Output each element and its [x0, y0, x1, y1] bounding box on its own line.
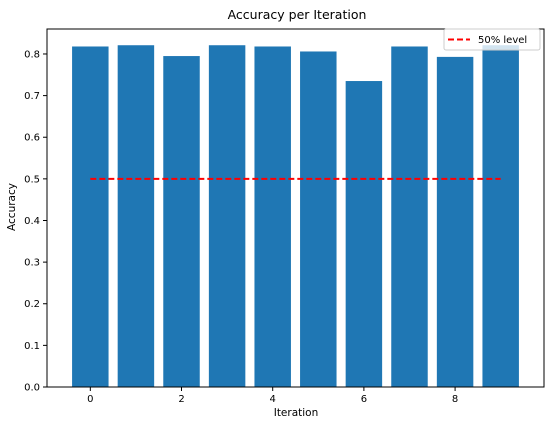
x-axis-label: Iteration	[274, 407, 319, 419]
bar-iteration-2	[163, 56, 200, 388]
bar-iteration-3	[208, 45, 246, 387]
bar-iteration-9	[482, 45, 519, 387]
x-tick-label: 4	[270, 394, 276, 405]
y-tick-label: 0.6	[24, 133, 40, 144]
plot-frame	[46, 28, 545, 388]
bar-iteration-1	[117, 45, 155, 387]
legend-box	[443, 28, 541, 51]
y-tick-label: 0.7	[24, 91, 40, 102]
bar-iteration-8	[436, 56, 474, 388]
bar-iteration-6	[345, 81, 383, 387]
y-axis-label: Accuracy	[6, 183, 18, 231]
bar-iteration-5	[300, 51, 337, 388]
y-tick-label: 0.8	[24, 49, 40, 60]
y-tick-label: 0.0	[24, 383, 40, 394]
bar-iteration-4	[254, 46, 291, 387]
y-tick-label: 0.4	[24, 216, 40, 227]
bar-iteration-0	[72, 46, 109, 387]
x-axis-ticks: 0 2 4 6 8	[87, 387, 458, 405]
legend-label: 50% level	[478, 35, 527, 46]
x-tick-label: 2	[178, 394, 184, 405]
y-tick-label: 0.3	[24, 258, 40, 269]
legend: 50% level	[443, 28, 541, 51]
chart-title: Accuracy per Iteration	[228, 7, 367, 22]
y-axis-ticks: 0.0 0.1 0.2 0.3 0.4 0.5 0.6 0.7 0.8	[24, 49, 47, 394]
x-tick-label: 6	[361, 394, 367, 405]
x-tick-label: 0	[87, 394, 93, 405]
x-tick-label: 8	[452, 394, 458, 405]
y-tick-label: 0.5	[24, 174, 40, 185]
bars-group	[72, 45, 519, 388]
y-tick-label: 0.2	[24, 299, 40, 310]
bar-iteration-7	[391, 46, 428, 387]
y-tick-label: 0.1	[24, 341, 40, 352]
